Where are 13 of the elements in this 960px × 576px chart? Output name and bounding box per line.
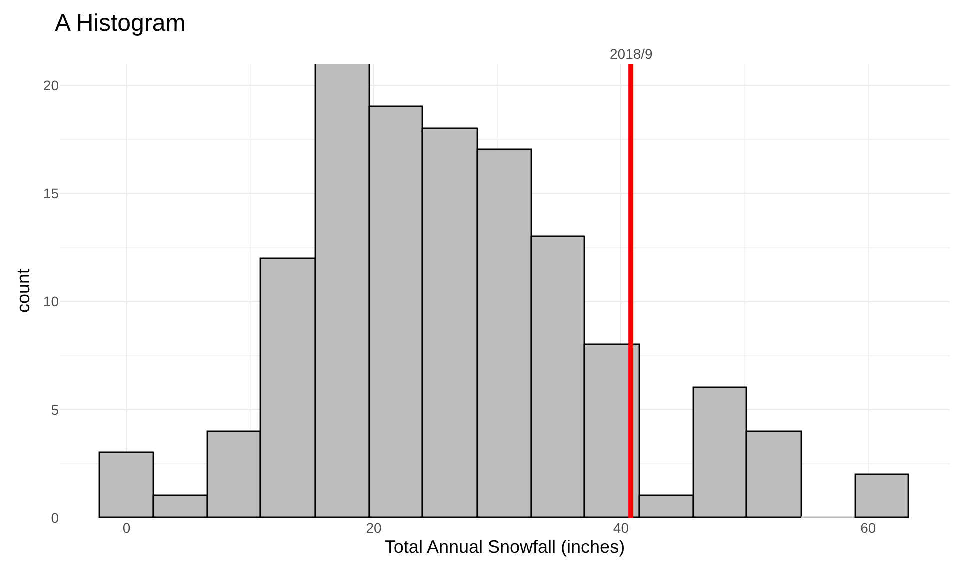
chart-title: A Histogram: [55, 10, 186, 38]
y-tick-label: 10: [43, 294, 60, 310]
x-tick-label: 20: [366, 520, 382, 536]
x-tick-label: 40: [613, 520, 630, 536]
x-tick-label: 0: [122, 520, 131, 536]
x-axis-title: Total Annual Snowfall (inches): [384, 537, 626, 558]
annotation: 2018/9: [610, 46, 654, 62]
y-tick-label: 5: [51, 402, 60, 418]
y-axis-title: count: [14, 268, 34, 314]
y-tick-label: 20: [43, 78, 60, 94]
y-tick-label: 15: [43, 186, 60, 202]
x-tick-label: 60: [860, 520, 876, 536]
y-tick-label: 0: [51, 510, 60, 526]
